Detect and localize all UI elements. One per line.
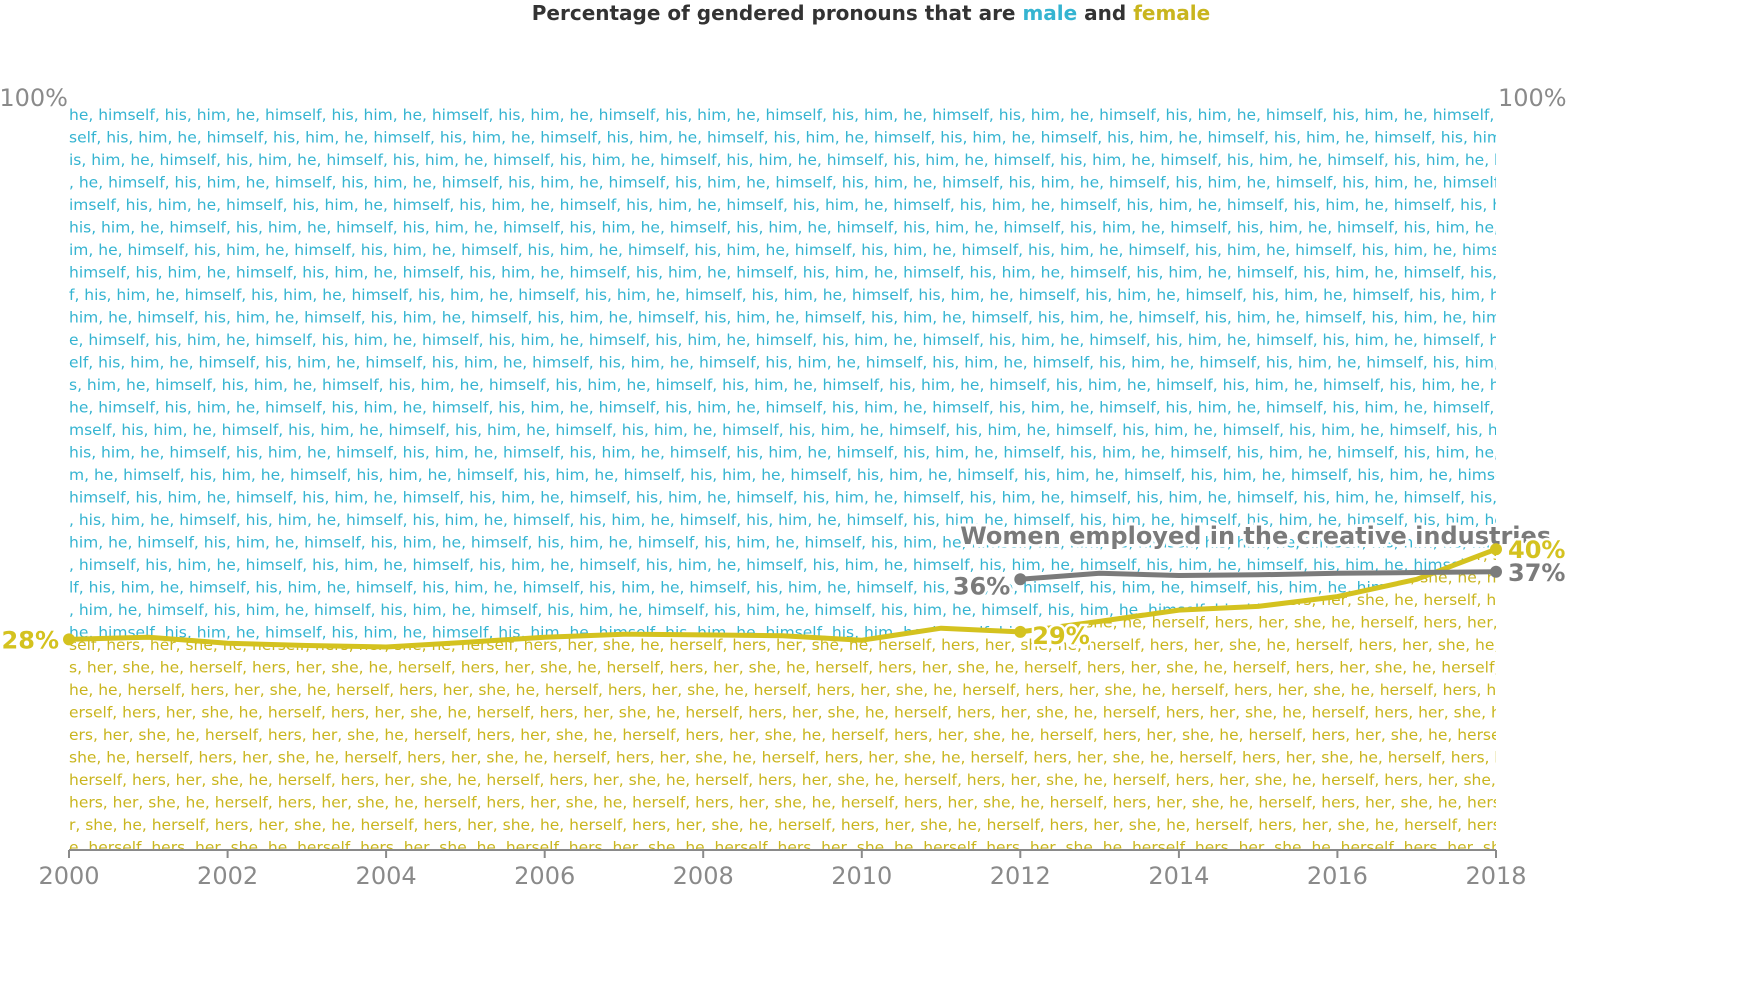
- creative-label-2018: 37%: [1508, 559, 1565, 587]
- x-tick-label-2016: 2016: [1307, 862, 1368, 890]
- female-point-2018: [1490, 543, 1502, 556]
- x-tick-label-2006: 2006: [514, 862, 575, 890]
- female-pronoun-row: hers, her, she, he, herself, hers, her, …: [69, 794, 1742, 812]
- male-pronoun-row: himself, his, him, he, himself, his, him…: [69, 264, 1742, 282]
- x-tick-label-2002: 2002: [197, 862, 258, 890]
- chart-title: Percentage of gendered pronouns that are…: [532, 1, 1210, 25]
- female-pronoun-row: herself, hers, her, she, he, herself, he…: [69, 771, 1742, 789]
- male-pronoun-row: f, his, him, he, himself, his, him, he, …: [69, 286, 1742, 304]
- male-pronoun-row: mself, his, him, he, himself, his, him, …: [69, 421, 1742, 439]
- male-pronoun-row: him, he, himself, his, him, he, himself,…: [69, 534, 1742, 552]
- creative-series-name: Women employed in the creative industrie…: [960, 522, 1551, 550]
- male-pronoun-row: his, him, he, himself, his, him, he, him…: [69, 219, 1742, 237]
- female-series-line: [66, 546, 1499, 650]
- female-pronoun-row: she, he, herself, hers, her, she, he, he…: [69, 749, 1742, 767]
- male-pronoun-row: he, himself, his, him, he, himself, his,…: [69, 106, 1742, 124]
- female-label-2000: 28%: [2, 626, 59, 654]
- female-label-2018: 40%: [1508, 536, 1565, 564]
- y-max-label-right: 100%: [1498, 84, 1567, 112]
- x-tick-label-2004: 2004: [356, 862, 417, 890]
- female-pronoun-row: erself, hers, her, she, he, herself, her…: [69, 704, 1742, 722]
- female-pronoun-row: e, herself, hers, her, she, he, herself,…: [69, 839, 1742, 857]
- male-pronoun-row: , his, him, he, himself, his, him, he, h…: [69, 511, 1742, 529]
- male-pronoun-row: m, he, himself, his, him, he, himself, h…: [69, 466, 1742, 484]
- creative-label-2012: 36%: [953, 572, 1010, 600]
- male-pronoun-row: self, his, him, he, himself, his, him, h…: [69, 129, 1742, 147]
- creative-point-2018: [1490, 565, 1502, 578]
- male-pronoun-row: his, him, he, himself, his, him, he, him…: [69, 444, 1742, 462]
- title-part-2: and: [1077, 1, 1133, 25]
- creative-point-2012: [1014, 573, 1027, 586]
- male-pronoun-row: himself, his, him, he, himself, his, him…: [69, 489, 1742, 507]
- axis-layer: 2000 2002 2004 2006 2008 2010 2012 2014 2016 2018…: [0, 84, 1567, 890]
- male-pronoun-row: he, himself, his, him, he, himself, his,…: [69, 399, 1742, 417]
- title-part-0: Percentage of gendered pronouns that are: [532, 1, 1023, 25]
- title-part-1: male: [1022, 1, 1077, 25]
- male-pronoun-row: im, he, himself, his, him, he, himself, …: [69, 241, 1742, 259]
- x-tick-label-2010: 2010: [831, 862, 892, 890]
- title-part-3: female: [1133, 1, 1210, 25]
- creative-series-line: [1017, 569, 1499, 582]
- y-max-label-left: 100%: [0, 84, 68, 112]
- male-pronoun-row: e, himself, his, him, he, himself, his, …: [69, 331, 1742, 349]
- female-pronoun-row: s, her, she, he, herself, hers, her, she…: [69, 659, 1742, 677]
- x-tick-label-2018: 2018: [1465, 862, 1526, 890]
- male-pronoun-row: s, him, he, himself, his, him, he, himse…: [69, 376, 1742, 394]
- male-pronoun-row: is, him, he, himself, his, him, he, hims…: [69, 151, 1742, 169]
- female-point-2000: [63, 633, 75, 646]
- series-layer: Women employed in the creative industrie…: [0, 519, 1568, 657]
- x-tick-label-2008: 2008: [673, 862, 734, 890]
- male-pronoun-row: imself, his, him, he, himself, his, him,…: [69, 196, 1742, 214]
- x-tick-label-2012: 2012: [990, 862, 1051, 890]
- x-tick-label-2014: 2014: [1148, 862, 1209, 890]
- female-point-2012: [1014, 625, 1027, 638]
- female-pronoun-row: r, she, he, herself, hers, her, she, he,…: [69, 816, 1742, 834]
- male-pronoun-row: him, he, himself, his, him, he, himself,…: [69, 309, 1742, 327]
- female-pronoun-row: he, he, herself, hers, her, she, he, her…: [69, 681, 1742, 699]
- male-pronoun-row: elf, his, him, he, himself, his, him, he…: [69, 354, 1742, 372]
- male-pronoun-row: , himself, his, him, he, himself, his, h…: [69, 556, 1742, 574]
- male-pronoun-row: lf, his, him, he, himself, his, him, he,…: [69, 579, 1742, 597]
- female-label-2012: 29%: [1032, 622, 1089, 650]
- male-pronoun-row: , he, himself, his, him, he, himself, hi…: [69, 174, 1742, 192]
- male-pronoun-text-area: he, himself, his, him, he, himself, his,…: [69, 106, 1742, 647]
- x-tick-label-2000: 2000: [38, 862, 99, 890]
- female-pronoun-row: ers, her, she, he, herself, hers, her, s…: [69, 726, 1742, 744]
